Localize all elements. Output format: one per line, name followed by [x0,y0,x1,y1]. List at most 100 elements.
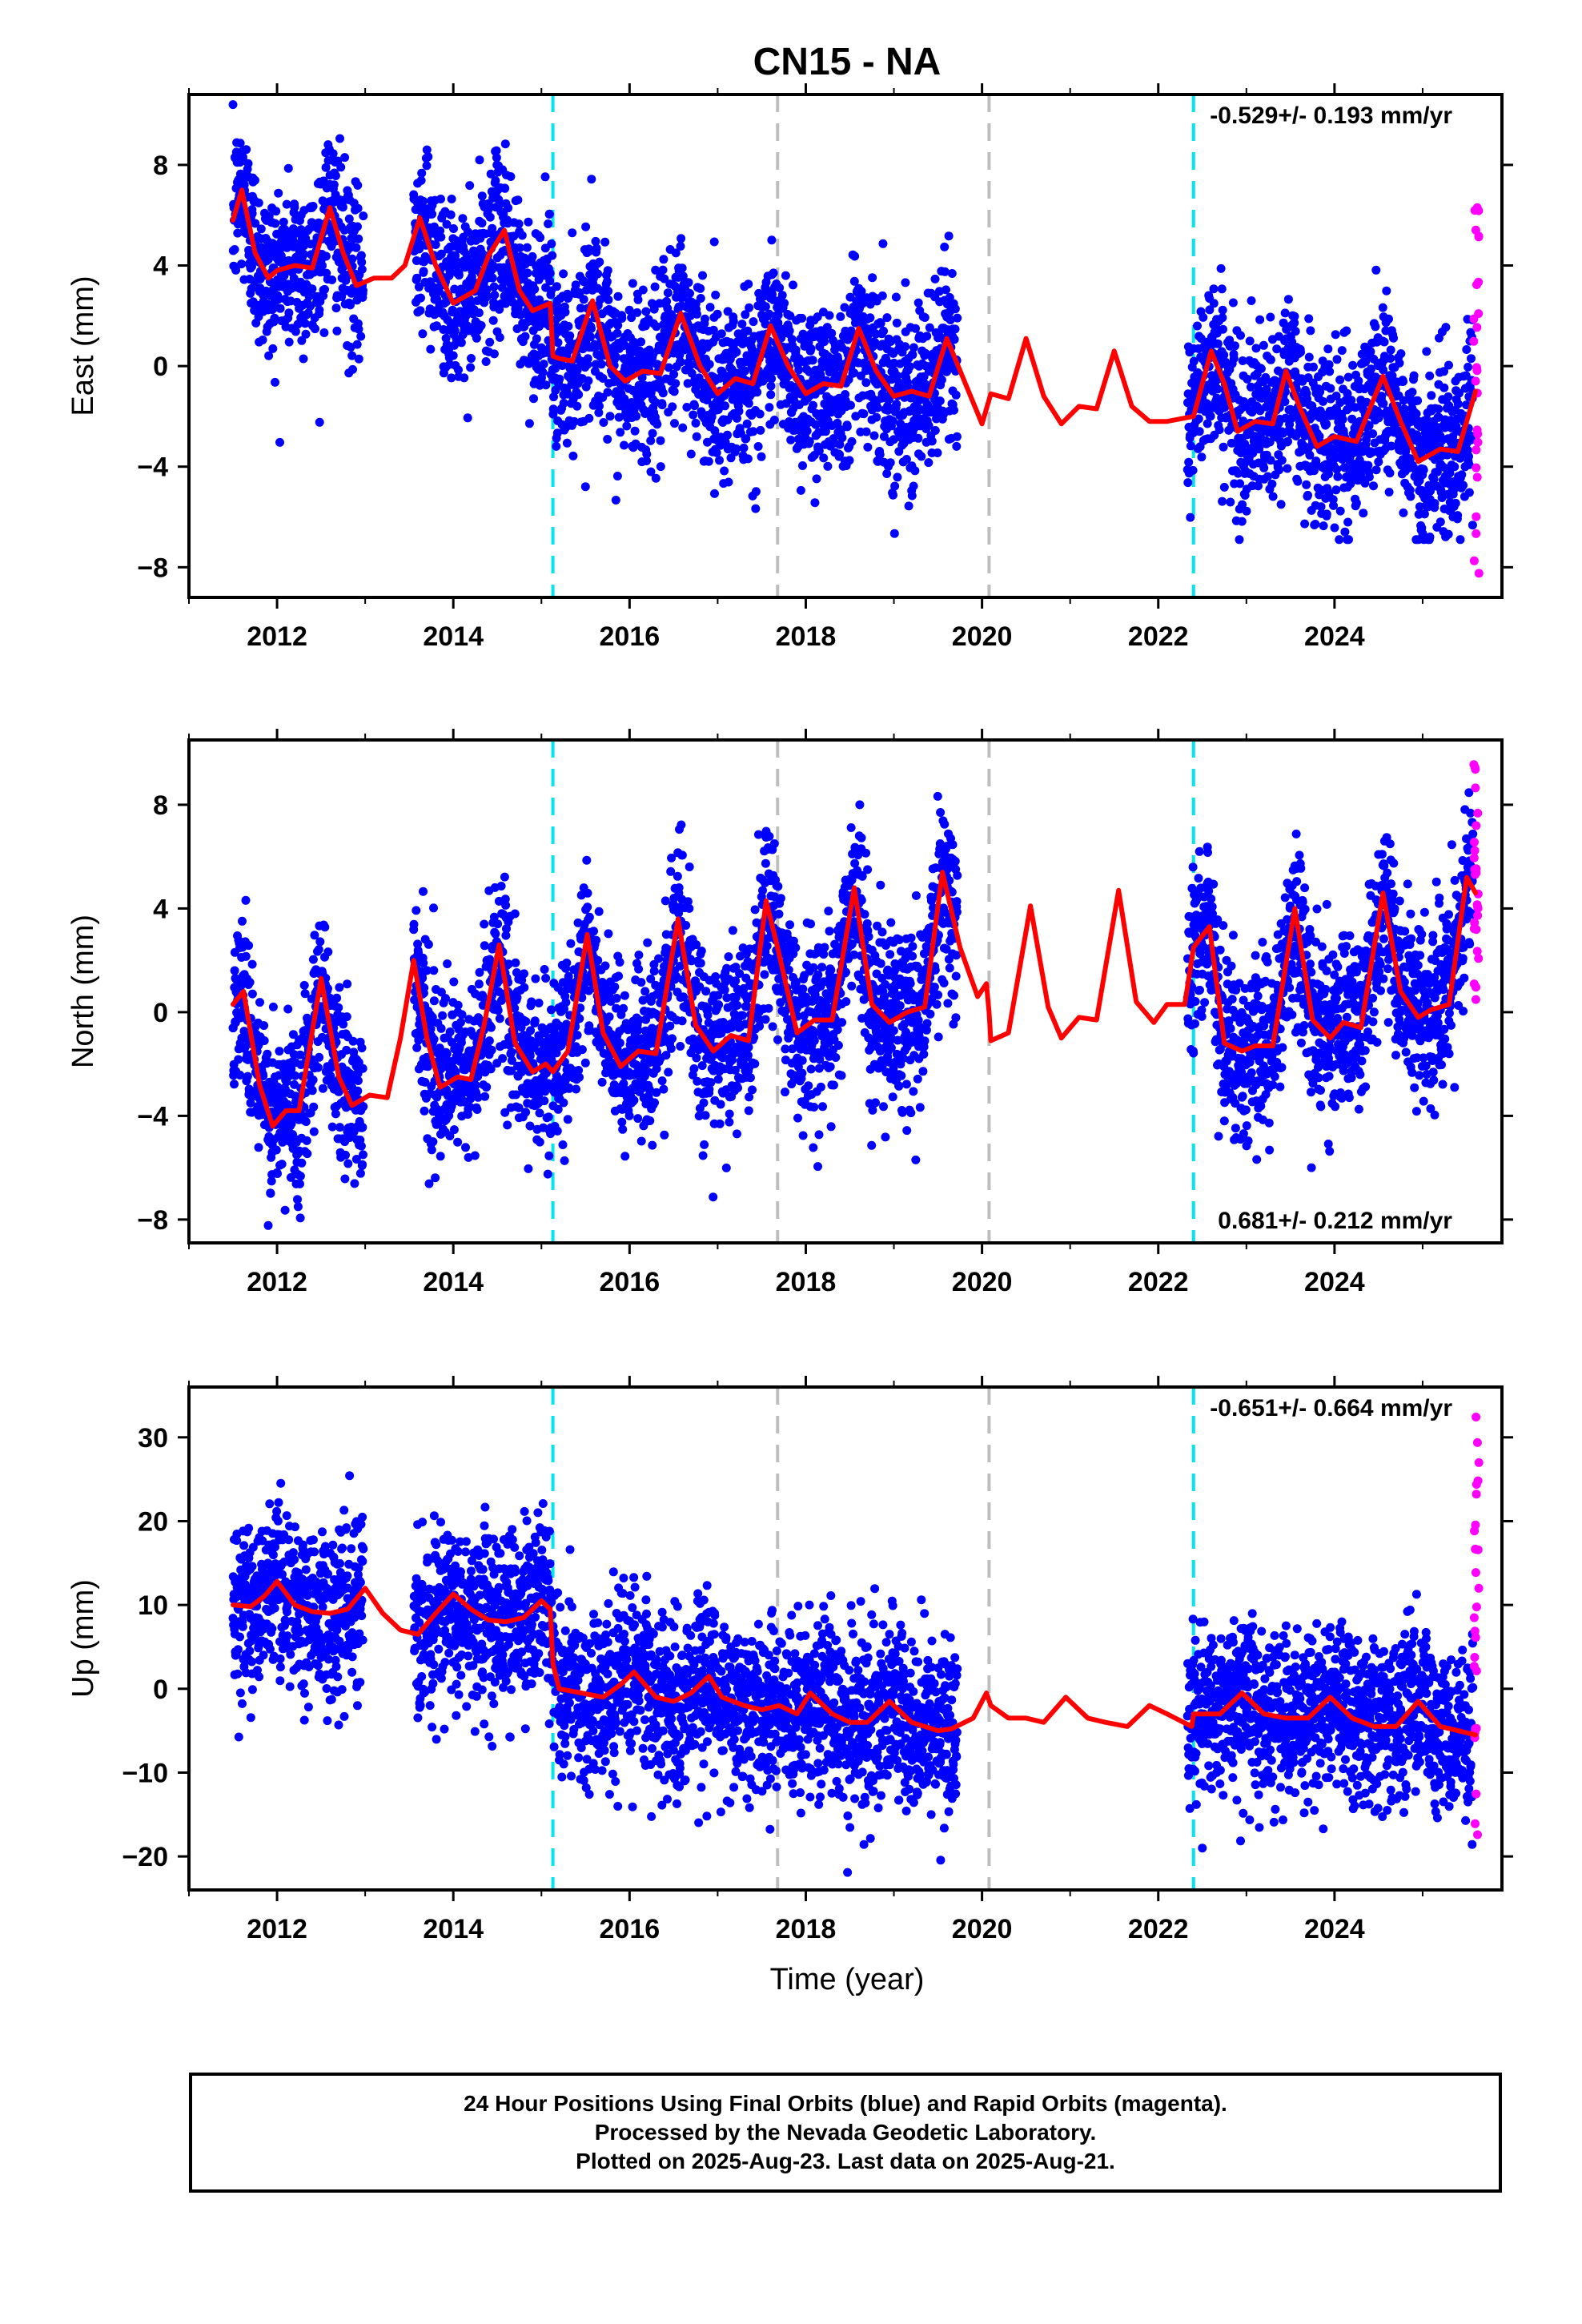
final-orbit-point [1426,486,1435,496]
final-orbit-point [1457,470,1467,480]
final-orbit-point [1429,474,1439,484]
final-orbit-point [453,1137,463,1147]
final-orbit-point [435,1043,444,1053]
final-orbit-point [1464,452,1473,461]
final-orbit-point [356,251,366,260]
final-orbit-point [725,388,734,397]
final-orbit-point [331,1109,340,1119]
final-orbit-point [460,373,469,383]
final-orbit-point [620,440,628,450]
final-orbit-point [1213,384,1223,394]
final-orbit-point [877,291,887,300]
final-orbit-point [315,937,325,947]
final-orbit-point [541,380,551,390]
final-orbit-point [632,308,642,317]
final-orbit-point [259,1072,268,1081]
final-orbit-point [303,308,313,318]
final-orbit-point [613,292,623,301]
final-orbit-point [1384,488,1394,497]
final-orbit-point [353,203,363,213]
final-orbit-point [495,199,504,209]
final-orbit-point [822,323,832,332]
final-orbit-point [436,249,446,259]
final-orbit-point [686,360,696,370]
final-orbit-point [953,313,962,323]
final-orbit-point [458,214,468,223]
final-orbit-point [436,195,445,203]
final-orbit-point [247,209,257,219]
final-orbit-point [1279,318,1288,328]
final-orbit-point [1283,436,1292,446]
final-orbit-point [290,203,299,212]
final-orbit-point [241,951,251,961]
final-orbit-point [581,222,591,231]
final-orbit-point [328,149,338,159]
final-orbit-point [670,419,679,428]
final-orbit-point [893,371,902,380]
final-orbit-point [308,955,318,964]
final-orbit-point [1401,444,1411,453]
final-orbit-point [273,295,283,304]
final-orbit-point [657,400,667,410]
y-tick-label: 8 [153,790,168,821]
final-orbit-point [299,249,308,259]
final-orbit-point [568,228,577,238]
final-orbit-point [335,983,344,992]
final-orbit-point [1303,490,1312,500]
final-orbit-point [254,1143,263,1152]
final-orbit-point [515,243,524,252]
final-orbit-point [1183,478,1193,488]
rapid-orbit-point [1472,472,1482,482]
final-orbit-point [755,409,765,419]
final-orbit-point [1217,284,1227,294]
final-orbit-point [825,311,834,320]
final-orbit-point [613,320,623,330]
final-orbit-point [359,211,368,221]
final-orbit-point [271,1145,281,1155]
final-orbit-point [424,1179,434,1188]
final-orbit-point [1331,485,1341,495]
final-orbit-point [275,437,284,447]
final-orbit-point [905,362,914,372]
final-orbit-point [346,300,355,310]
final-orbit-point [761,302,770,312]
final-orbit-point [480,919,489,929]
final-orbit-point [587,175,596,184]
rapid-orbit-point [1472,445,1481,455]
final-orbit-point [1342,326,1351,336]
final-orbit-point [568,451,578,460]
y-tick-label: 0 [153,998,168,1028]
final-orbit-point [806,344,816,353]
final-orbit-point [419,959,428,968]
final-orbit-point [1259,463,1269,472]
final-orbit-point [611,496,620,505]
final-orbit-point [348,364,357,374]
final-orbit-point [774,363,784,372]
final-orbit-point [656,436,665,445]
final-orbit-point [584,244,593,254]
final-orbit-point [295,1172,305,1181]
final-orbit-point [592,243,601,253]
final-orbit-point [1462,345,1472,354]
final-orbit-point [555,374,564,384]
final-orbit-point [1338,415,1347,424]
final-orbit-point [756,425,765,435]
final-orbit-point [617,314,627,323]
final-orbit-point [1347,414,1357,424]
final-orbit-point [1311,456,1321,466]
final-orbit-point [1315,387,1325,396]
final-orbit-point [888,416,897,426]
final-orbit-point [331,304,341,313]
final-orbit-point [487,1023,496,1032]
final-orbit-point [1405,485,1415,495]
final-orbit-point [416,175,426,185]
final-orbit-point [1335,375,1345,384]
final-orbit-point [1219,350,1229,360]
final-orbit-point [1346,479,1355,489]
final-orbit-point [1371,465,1381,475]
final-orbit-point [1197,452,1207,462]
final-orbit-point [1407,388,1417,397]
final-orbit-point [235,139,245,148]
final-orbit-point [913,298,923,308]
final-orbit-point [564,292,573,302]
